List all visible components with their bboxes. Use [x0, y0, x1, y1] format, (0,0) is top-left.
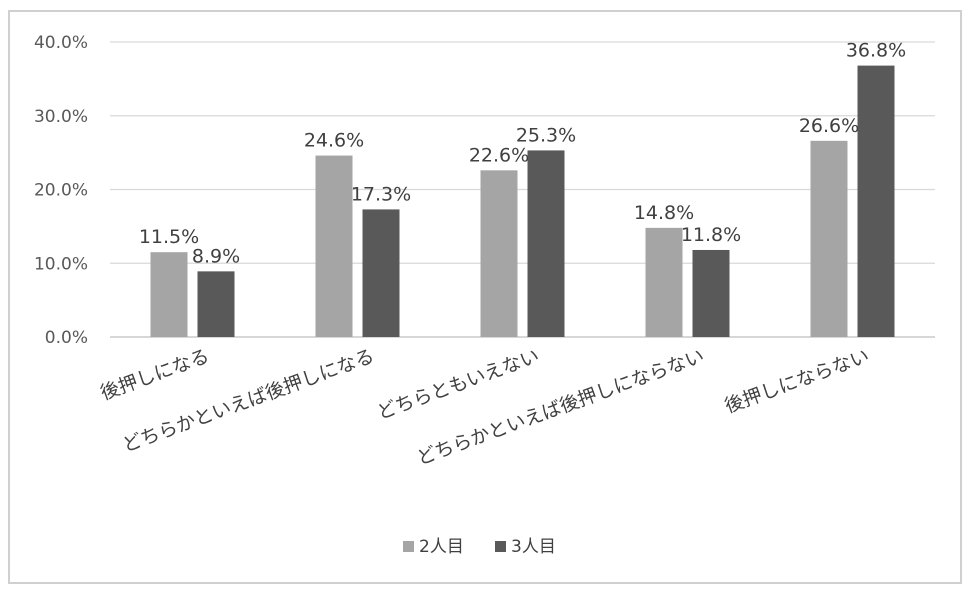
gridlines [110, 41, 935, 338]
data-label: 22.6% [469, 144, 529, 166]
y-axis: 0.0% 10.0% 20.0% 30.0% 40.0% [34, 33, 88, 348]
legend-label: 2人目 [419, 537, 464, 557]
x-axis: 後押しになるどちらかといえば後押しになるどちらともいえないどちらかといえば後押し… [98, 345, 873, 470]
bar [362, 209, 400, 337]
data-label: 25.3% [516, 124, 576, 146]
data-label: 11.8% [681, 224, 741, 246]
data-label: 14.8% [634, 202, 694, 224]
bar [527, 150, 565, 337]
legend-swatch [495, 541, 506, 552]
data-label: 26.6% [799, 115, 859, 137]
bars [150, 65, 895, 337]
data-label: 11.5% [139, 226, 199, 248]
category-label: 後押しになる [98, 345, 213, 405]
legend-swatch [403, 541, 414, 552]
bar [857, 65, 895, 337]
bar [197, 271, 235, 337]
data-label: 36.8% [846, 40, 906, 62]
bar [480, 170, 518, 337]
bar [315, 155, 353, 337]
data-label: 8.9% [192, 245, 240, 267]
data-label: 17.3% [351, 183, 411, 205]
legend-label: 3人目 [511, 537, 556, 557]
y-tick-label: 40.0% [34, 33, 88, 53]
category-label: 後押しにならない [722, 345, 872, 418]
y-tick-label: 10.0% [34, 254, 88, 274]
bar [810, 140, 848, 337]
y-tick-label: 30.0% [34, 107, 88, 127]
y-tick-label: 0.0% [45, 328, 88, 348]
category-label: どちらかといえば後押しにならない [414, 345, 707, 470]
data-label: 24.6% [304, 130, 364, 152]
y-tick-label: 20.0% [34, 181, 88, 201]
bar [645, 227, 683, 337]
bar [692, 249, 730, 337]
data-labels: 11.5% 24.6% 22.6% 14.8% 26.6% 8.9% 17.3% 25.3% 1… [139, 40, 906, 268]
legend: 2人目 3人目 [403, 537, 556, 557]
bar [150, 252, 188, 337]
